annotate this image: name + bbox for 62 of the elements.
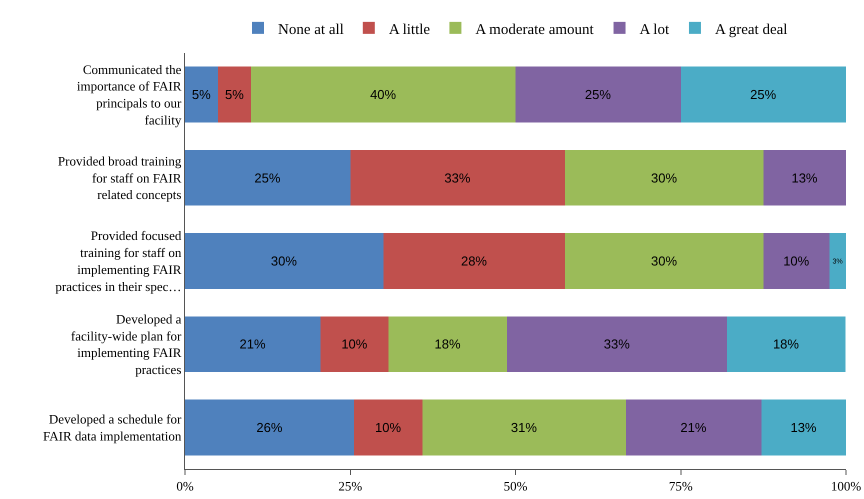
- data-label: 18%: [772, 336, 800, 352]
- x-tick-label: 0%: [176, 478, 194, 494]
- legend-label: None at all: [278, 22, 344, 38]
- bar: [763, 233, 830, 289]
- bar: [565, 233, 764, 289]
- data-label: 13%: [790, 420, 817, 435]
- data-label: 33%: [444, 170, 471, 186]
- data-label: 10%: [375, 420, 402, 435]
- y-tick-label: Communicated the importance of FAIR principals to our facility: [76, 62, 182, 128]
- bar: [383, 233, 566, 289]
- data-label: 13%: [791, 170, 818, 186]
- bar: [251, 66, 516, 122]
- data-label: 33%: [604, 336, 630, 352]
- data-label: 26%: [256, 420, 283, 435]
- legend-label: A great deal: [714, 22, 788, 38]
- data-label: 30%: [651, 170, 678, 186]
- data-label: 21%: [680, 420, 707, 435]
- data-label: 25%: [254, 170, 281, 186]
- bar: [388, 316, 507, 372]
- x-tick-label: 50%: [504, 478, 528, 494]
- bar: [320, 316, 389, 372]
- bar: [763, 150, 846, 206]
- data-label: 31%: [510, 420, 538, 435]
- bar: [354, 400, 422, 456]
- bar: [506, 316, 728, 372]
- x-tick-label: 100%: [830, 478, 862, 494]
- data-label: 18%: [434, 336, 461, 352]
- bar: [516, 66, 681, 122]
- data-label: 25%: [750, 87, 777, 102]
- y-tick-label: Provided broad training for staff on FAIR related concepts: [58, 153, 182, 202]
- bar: [761, 400, 846, 456]
- data-label: 40%: [370, 87, 397, 102]
- data-label: 5%: [224, 87, 244, 102]
- bar: [565, 150, 764, 206]
- bar: [185, 233, 384, 289]
- data-label: 21%: [240, 336, 266, 352]
- bar: [218, 66, 252, 122]
- bar: [680, 66, 846, 122]
- data-label: 25%: [584, 87, 612, 102]
- bar: [185, 316, 321, 372]
- data-label: 5%: [192, 87, 212, 102]
- legend-label: A little: [388, 22, 430, 38]
- bar: [185, 66, 218, 122]
- bar: [626, 400, 762, 456]
- bar: [185, 150, 350, 206]
- data-label: 30%: [270, 254, 298, 268]
- y-tick-label: Developed a facility-wide plan for implementing FAIR practices: [70, 311, 182, 378]
- data-label: 10%: [341, 336, 368, 352]
- data-label: 28%: [460, 254, 488, 268]
- y-tick-label: Developed a schedule for FAIR data implementation: [42, 412, 182, 444]
- legend-label: A moderate amount: [475, 22, 595, 38]
- y-tick-label: Provided focused training for staff on implementing FAIR practices in their spec…: [55, 228, 182, 294]
- x-tick-label: 75%: [668, 478, 693, 494]
- data-label: 10%: [783, 254, 810, 268]
- x-tick-label: 25%: [338, 478, 362, 494]
- bar: [422, 400, 626, 456]
- legend-label: A lot: [640, 22, 670, 38]
- bar: [350, 150, 566, 206]
- bar: [727, 316, 846, 372]
- bar: [829, 233, 846, 289]
- bar: [185, 400, 354, 456]
- data-label: 30%: [651, 254, 678, 268]
